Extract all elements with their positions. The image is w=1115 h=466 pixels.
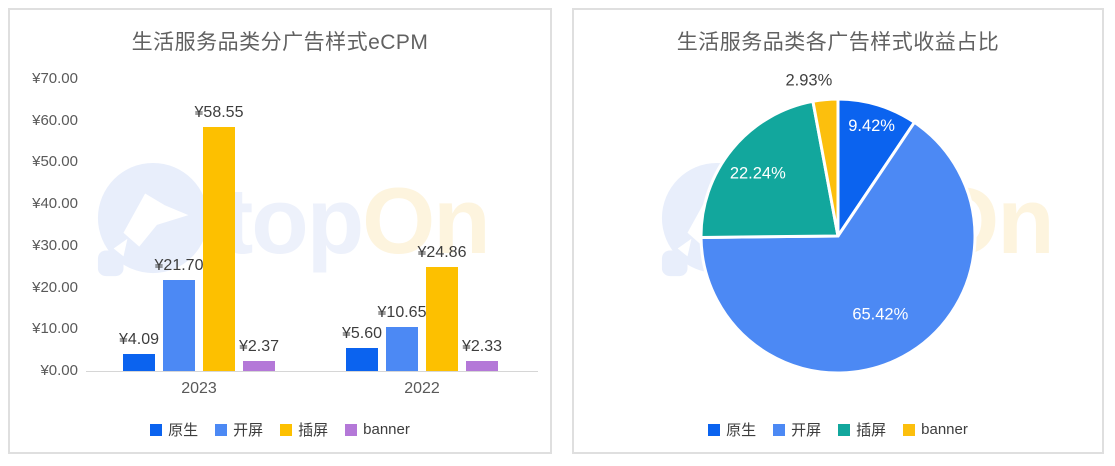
bar-value-label: ¥10.65 — [377, 304, 427, 321]
bar-value-label: ¥2.37 — [238, 338, 280, 355]
bar-开屏-2023 — [163, 280, 195, 371]
bar-value-label: ¥24.86 — [417, 244, 467, 261]
legend-item-banner: banner — [903, 421, 968, 438]
legend-swatch-icon — [215, 423, 228, 436]
legend-label: 开屏 — [233, 422, 264, 439]
ecpm-bar-chart-panel: topOn 生活服务品类分广告样式eCPM ¥70.00 ¥60.00 ¥50.00… — [8, 8, 552, 454]
bar-chart-title: 生活服务品类分广告样式eCPM — [131, 31, 429, 54]
pie-chart-legend: 原生 开屏 插屏 banner — [574, 419, 1102, 440]
legend-label: 插屏 — [856, 422, 887, 439]
x-axis-category-label: 2022 — [404, 380, 440, 397]
x-axis-line — [86, 371, 538, 372]
legend-item-插屏: 插屏 — [280, 419, 328, 440]
legend-item-开屏: 开屏 — [215, 419, 263, 440]
legend-swatch-icon — [708, 423, 721, 436]
legend-item-开屏: 开屏 — [773, 419, 821, 440]
legend-label: 开屏 — [791, 422, 822, 439]
pie-slice-banner — [811, 97, 840, 238]
pie-slice-开屏 — [699, 120, 977, 375]
y-axis-tick-label: ¥0.00 — [40, 362, 78, 379]
legend-swatch-icon — [773, 423, 786, 436]
pie-slice-label: 2.93% — [786, 71, 833, 89]
legend-swatch-icon — [838, 423, 851, 436]
bar-chart-legend: 原生 开屏 插屏 banner — [10, 419, 550, 440]
bar-value-label: ¥2.33 — [461, 338, 503, 355]
bar-value-label: ¥5.60 — [341, 325, 383, 342]
pie-chart: 9.42% 65.42% 22.24% 2.93% — [699, 71, 977, 375]
y-axis-tick-label: ¥40.00 — [32, 195, 78, 213]
bar-banner-2023 — [243, 361, 275, 371]
y-axis-tick-label: ¥30.00 — [32, 236, 78, 254]
legend-label: banner — [921, 421, 968, 438]
legend-item-原生: 原生 — [708, 419, 756, 440]
bar-banner-2022 — [466, 361, 498, 371]
y-axis-tick-label: ¥50.00 — [32, 153, 78, 171]
legend-label: 原生 — [726, 422, 757, 439]
bar-原生-2022 — [346, 348, 378, 371]
y-axis-tick-label: ¥70.00 — [32, 70, 78, 87]
bar-插屏-2023 — [203, 127, 235, 371]
pie-chart-title: 生活服务品类各广告样式收益占比 — [676, 31, 1000, 54]
legend-swatch-icon — [280, 423, 293, 436]
legend-label: 原生 — [168, 422, 199, 439]
revenue-pie-chart-panel: topOn 生活服务品类各广告样式收益占比 9.42%65.42%22.24%2… — [572, 8, 1104, 454]
pie-slice-label: 9.42% — [848, 117, 895, 135]
bar-value-label: ¥58.55 — [194, 104, 244, 121]
pie-slice-原生 — [836, 97, 916, 238]
bar-插屏-2022 — [426, 267, 458, 371]
y-axis-tick-label: ¥20.00 — [32, 278, 78, 296]
bar-value-label: ¥21.70 — [154, 257, 204, 274]
x-axis-category-label: 2023 — [181, 380, 217, 397]
legend-swatch-icon — [150, 423, 163, 436]
legend-swatch-icon — [345, 423, 358, 436]
bar-value-label: ¥4.09 — [118, 331, 160, 348]
bar-chart-plot-area: ¥70.00 ¥60.00 ¥50.00 ¥40.00 ¥30.00 ¥20.00 ¥10.… — [10, 10, 550, 452]
pie-slice-label: 65.42% — [852, 305, 908, 323]
y-axis-tick-label: ¥10.00 — [32, 320, 78, 338]
legend-swatch-icon — [903, 423, 916, 436]
y-axis-tick-label: ¥60.00 — [32, 111, 78, 129]
legend-item-banner: banner — [345, 421, 410, 438]
bar-开屏-2022 — [386, 327, 418, 371]
bar-原生-2023 — [123, 354, 155, 371]
pie-slice-label: 22.24% — [730, 164, 786, 182]
legend-item-插屏: 插屏 — [838, 419, 886, 440]
legend-label: banner — [363, 421, 410, 438]
legend-item-原生: 原生 — [150, 419, 198, 440]
legend-label: 插屏 — [298, 422, 329, 439]
